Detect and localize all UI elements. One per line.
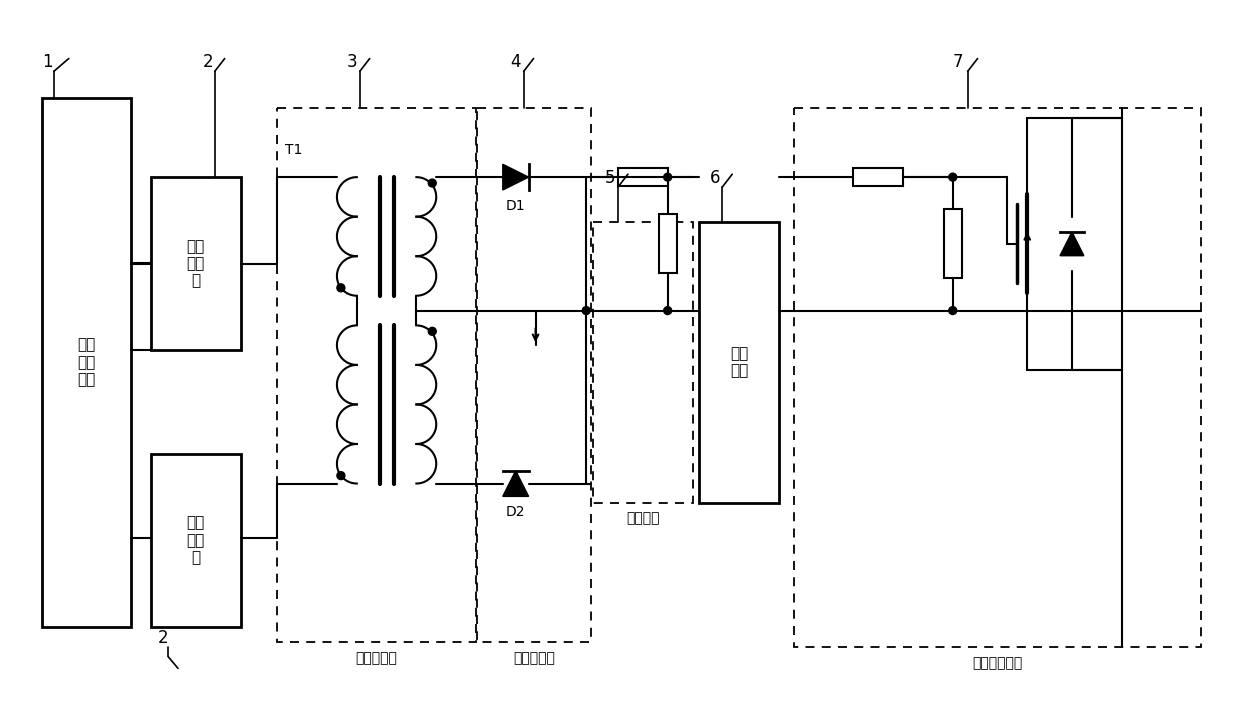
Text: D2: D2 [506, 505, 526, 519]
Circle shape [949, 174, 957, 181]
Text: 功率开关电路: 功率开关电路 [972, 657, 1023, 670]
Bar [794, 108, 1202, 647]
Text: 反相
图腾
柱: 反相 图腾 柱 [187, 239, 205, 288]
Bar [853, 168, 903, 186]
Bar [593, 222, 692, 503]
Bar [42, 98, 131, 627]
Text: 数字
控制
芯片: 数字 控制 芯片 [77, 338, 95, 387]
Bar [151, 454, 241, 627]
Text: 分压电路: 分压电路 [626, 511, 660, 526]
Text: 5: 5 [605, 169, 615, 187]
Text: 或逻辑电路: 或逻辑电路 [513, 652, 556, 665]
Text: 2: 2 [159, 629, 169, 647]
Polygon shape [502, 164, 528, 190]
Text: 脉冲变压器: 脉冲变压器 [356, 652, 398, 665]
Text: 7: 7 [952, 53, 963, 72]
Bar [699, 222, 779, 503]
Text: 3: 3 [347, 53, 357, 72]
Polygon shape [502, 470, 528, 496]
Polygon shape [1060, 232, 1084, 256]
Circle shape [337, 284, 345, 292]
Circle shape [663, 174, 672, 181]
Circle shape [337, 472, 345, 480]
Circle shape [663, 307, 672, 315]
Bar [618, 168, 667, 186]
Text: 反相
图腾
柱: 反相 图腾 柱 [187, 516, 205, 565]
Bar [477, 108, 591, 642]
Text: 2: 2 [203, 53, 213, 72]
Text: D1: D1 [506, 199, 526, 213]
Bar [151, 177, 241, 350]
Text: 驱动
芯片: 驱动 芯片 [730, 346, 748, 379]
Text: 6: 6 [709, 169, 720, 187]
Bar [658, 214, 677, 273]
Circle shape [583, 307, 590, 315]
Circle shape [949, 307, 957, 315]
Text: 1: 1 [42, 53, 52, 72]
Bar [278, 108, 476, 642]
Text: 4: 4 [511, 53, 521, 72]
Circle shape [428, 179, 436, 187]
Circle shape [428, 328, 436, 336]
Bar [944, 209, 962, 278]
Text: T1: T1 [285, 143, 303, 156]
